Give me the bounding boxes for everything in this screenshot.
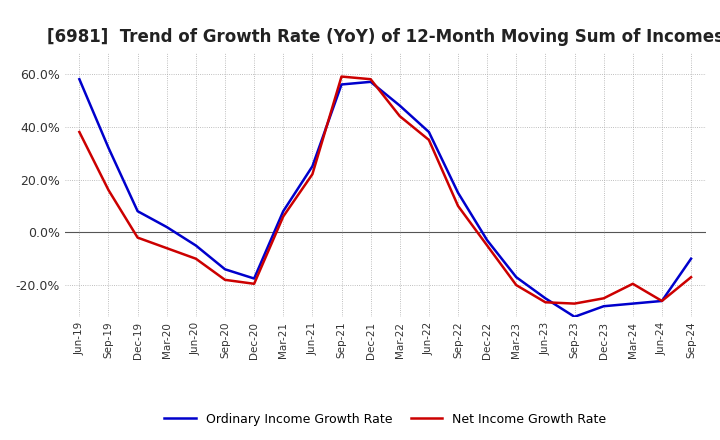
- Net Income Growth Rate: [687, 275, 696, 280]
- Ordinary Income Growth Rate: [425, 129, 433, 135]
- Net Income Growth Rate: [425, 137, 433, 143]
- Ordinary Income Growth Rate: [220, 267, 229, 272]
- Ordinary Income Growth Rate: [250, 276, 258, 281]
- Net Income Growth Rate: [192, 256, 200, 261]
- Net Income Growth Rate: [483, 243, 492, 248]
- Ordinary Income Growth Rate: [687, 256, 696, 261]
- Ordinary Income Growth Rate: [163, 224, 171, 230]
- Ordinary Income Growth Rate: [308, 164, 317, 169]
- Net Income Growth Rate: [657, 298, 666, 304]
- Ordinary Income Growth Rate: [570, 314, 579, 319]
- Net Income Growth Rate: [133, 235, 142, 240]
- Ordinary Income Growth Rate: [279, 209, 287, 214]
- Net Income Growth Rate: [599, 296, 608, 301]
- Net Income Growth Rate: [279, 214, 287, 219]
- Net Income Growth Rate: [512, 282, 521, 288]
- Net Income Growth Rate: [395, 114, 404, 119]
- Ordinary Income Growth Rate: [483, 238, 492, 243]
- Net Income Growth Rate: [454, 203, 462, 209]
- Net Income Growth Rate: [366, 77, 375, 82]
- Ordinary Income Growth Rate: [337, 82, 346, 87]
- Ordinary Income Growth Rate: [366, 79, 375, 84]
- Net Income Growth Rate: [163, 246, 171, 251]
- Ordinary Income Growth Rate: [629, 301, 637, 306]
- Ordinary Income Growth Rate: [192, 243, 200, 248]
- Ordinary Income Growth Rate: [75, 77, 84, 82]
- Net Income Growth Rate: [308, 172, 317, 177]
- Net Income Growth Rate: [250, 281, 258, 286]
- Legend: Ordinary Income Growth Rate, Net Income Growth Rate: Ordinary Income Growth Rate, Net Income …: [159, 407, 611, 430]
- Net Income Growth Rate: [337, 74, 346, 79]
- Ordinary Income Growth Rate: [395, 103, 404, 108]
- Ordinary Income Growth Rate: [599, 304, 608, 309]
- Ordinary Income Growth Rate: [512, 275, 521, 280]
- Ordinary Income Growth Rate: [454, 190, 462, 195]
- Net Income Growth Rate: [75, 129, 84, 135]
- Net Income Growth Rate: [629, 281, 637, 286]
- Ordinary Income Growth Rate: [133, 209, 142, 214]
- Ordinary Income Growth Rate: [541, 296, 550, 301]
- Line: Net Income Growth Rate: Net Income Growth Rate: [79, 77, 691, 304]
- Line: Ordinary Income Growth Rate: Ordinary Income Growth Rate: [79, 79, 691, 317]
- Net Income Growth Rate: [541, 300, 550, 305]
- Net Income Growth Rate: [570, 301, 579, 306]
- Ordinary Income Growth Rate: [657, 298, 666, 304]
- Net Income Growth Rate: [104, 187, 113, 193]
- Ordinary Income Growth Rate: [104, 145, 113, 150]
- Net Income Growth Rate: [220, 277, 229, 282]
- Title: [6981]  Trend of Growth Rate (YoY) of 12-Month Moving Sum of Incomes: [6981] Trend of Growth Rate (YoY) of 12-…: [47, 28, 720, 46]
